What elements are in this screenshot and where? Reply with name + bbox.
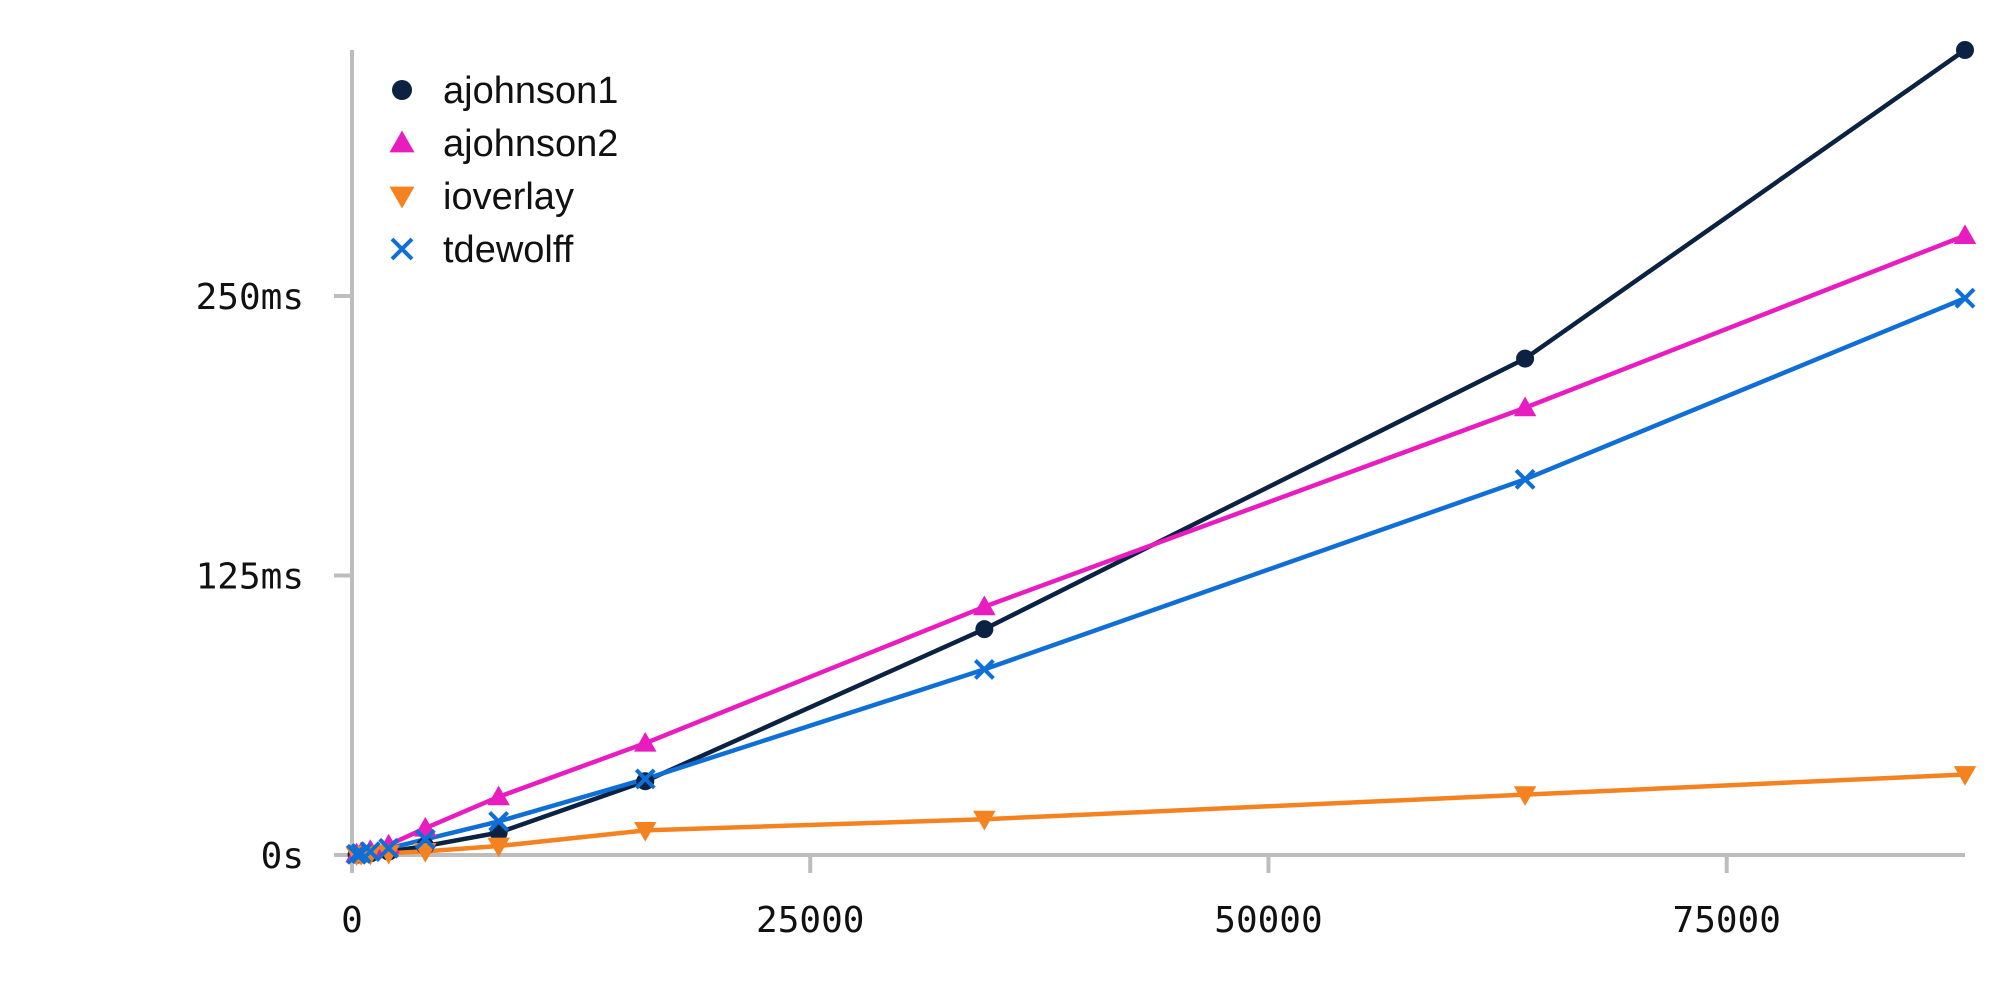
data-point-tdewolff (1954, 287, 1976, 309)
data-point-ajohnson2 (1953, 224, 1977, 245)
legend-marker-ajohnson2 (389, 130, 415, 153)
series-line-tdewolff (356, 296, 1966, 857)
data-point-ioverlay (487, 837, 510, 858)
x-tick-label: 75000 (1673, 900, 1781, 941)
legend-marker-ajohnson1 (392, 80, 412, 100)
data-point-ajohnson1 (1956, 41, 1974, 59)
legend-label: ajohnson1 (443, 70, 618, 112)
legend-item-ajohnson1: ajohnson1 (392, 70, 618, 112)
axes (334, 50, 1965, 873)
data-point-ajohnson2 (634, 731, 657, 752)
data-point-tdewolff (414, 828, 436, 850)
series-line-ajohnson1 (356, 48, 1967, 858)
x-tick-label: 0 (341, 900, 363, 941)
legend-item-ioverlay: ioverlay (389, 176, 574, 218)
series-lines (356, 48, 1967, 858)
legend-label: tdewolff (443, 229, 574, 271)
tick-group: 0 25000 50000 75000 0s 125ms 250ms (196, 277, 1781, 941)
data-point-ioverlay (973, 810, 996, 831)
data-point-ioverlay (414, 842, 437, 863)
data-point-tdewolff (634, 768, 656, 790)
y-tick-label: 250ms (196, 277, 304, 318)
data-point-ioverlay (1953, 766, 1977, 786)
data-point-ioverlay (1513, 786, 1537, 806)
data-point-tdewolff (488, 811, 510, 832)
data-point-ajohnson1 (1516, 349, 1535, 368)
series-markers (345, 41, 1977, 867)
legend-label: ajohnson2 (443, 123, 618, 165)
legend-marker-tdewolff (390, 237, 414, 261)
data-point-ioverlay (634, 821, 657, 842)
data-point-tdewolff (378, 837, 400, 859)
legend-item-tdewolff: tdewolff (390, 229, 574, 271)
legend-item-ajohnson2: ajohnson2 (389, 123, 618, 165)
data-point-tdewolff (359, 841, 381, 863)
data-point-tdewolff (973, 658, 995, 680)
y-tick-label: 125ms (196, 556, 304, 597)
series-line-ajohnson2 (356, 233, 1966, 857)
data-point-ajohnson2 (1513, 396, 1537, 417)
y-tick-label: 0s (261, 836, 304, 877)
data-point-ajohnson2 (487, 785, 510, 806)
data-point-ajohnson1 (975, 620, 994, 639)
legend-marker-ioverlay (389, 186, 415, 209)
x-tick-label: 25000 (756, 900, 864, 941)
data-point-ajohnson2 (973, 595, 996, 616)
data-point-tdewolff (1514, 468, 1536, 490)
x-tick-label: 50000 (1214, 900, 1322, 941)
series-line-ioverlay (356, 772, 1966, 858)
legend-label: ioverlay (443, 176, 574, 218)
legend: ajohnson1 ajohnson2 ioverlay tdewolff (389, 70, 618, 271)
data-point-ioverlay (377, 844, 400, 865)
